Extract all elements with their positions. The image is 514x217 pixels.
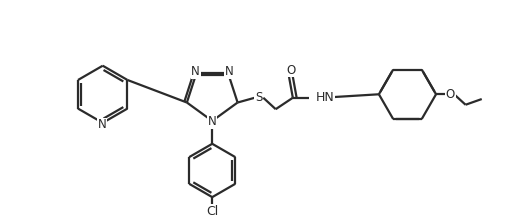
Text: N: N: [225, 65, 233, 78]
Text: O: O: [286, 64, 296, 77]
Text: Cl: Cl: [206, 205, 218, 217]
Text: S: S: [255, 91, 262, 104]
Text: O: O: [446, 88, 455, 101]
Text: N: N: [97, 118, 106, 131]
Text: HN: HN: [316, 91, 335, 104]
Text: N: N: [191, 65, 200, 78]
Text: N: N: [208, 115, 216, 128]
